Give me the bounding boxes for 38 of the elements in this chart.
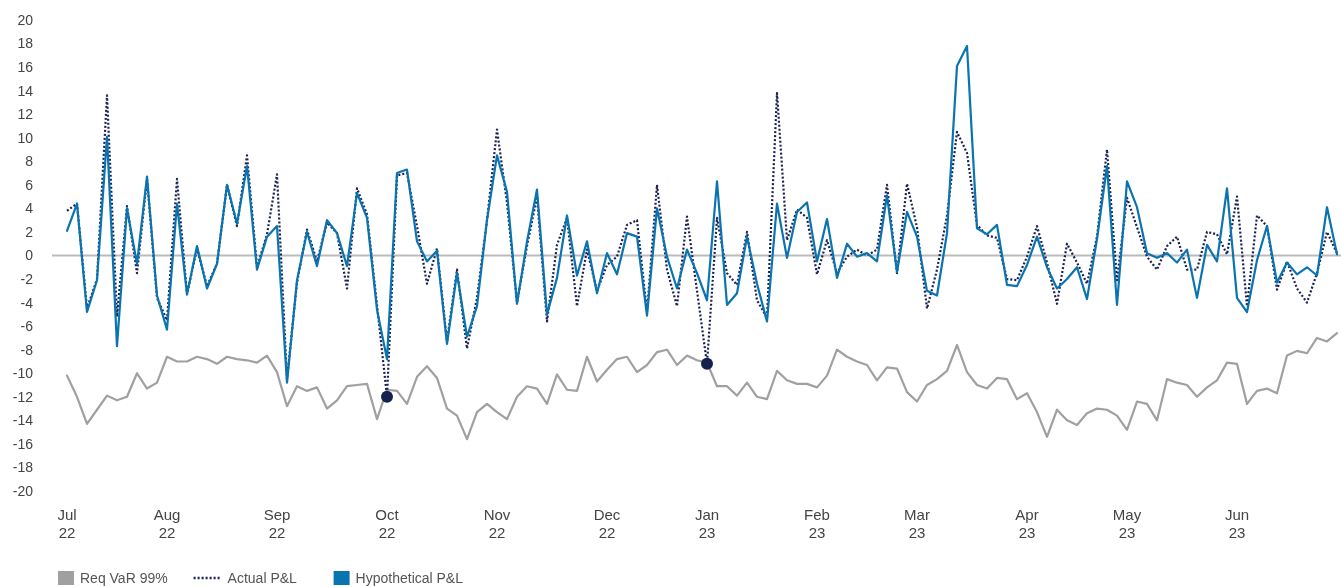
x-tick-label: Jun 23 [1224,506,1250,541]
y-tick-label: 10 [17,129,34,146]
y-tick-label: 8 [25,153,34,170]
y-tick-label: 14 [17,82,34,99]
legend-label: Req VaR 99% [80,570,168,586]
y-tick-label: 2 [25,223,34,240]
y-tick-label: -10 [12,365,34,382]
y-tick-label: 16 [17,59,34,75]
legend-label: Hypothetical P&L [355,570,464,586]
y-tick-label: -14 [12,412,34,429]
x-tick-label: May 23 [1112,506,1142,541]
x-tick-label: Jul 22 [57,506,77,541]
y-tick-label: -20 [12,482,34,499]
y-tick-label: 18 [17,35,34,52]
y-tick-label: -18 [12,459,34,476]
y-tick-label: 4 [25,200,34,217]
x-tick-label: Sep 22 [263,506,291,541]
x-tick-label: Jan 23 [694,506,720,541]
y-tick-label: -4 [20,294,34,311]
y-tick-label: -16 [12,435,34,452]
x-tick-label: Aug 22 [153,506,181,541]
x-tick-label: Nov 22 [483,506,511,541]
y-tick-label: 20 [17,11,34,28]
legend-label: Actual P&L [227,570,298,586]
y-tick-label: 6 [25,176,34,193]
y-tick-label: -12 [12,388,34,405]
line-series [65,332,1339,441]
line-series [65,44,1339,384]
y-tick-label: -6 [20,318,34,335]
x-tick-label: Oct 22 [375,506,400,541]
y-tick-label: -2 [20,270,34,287]
y-tick-label: -8 [20,341,34,358]
x-tick-label: Feb 23 [804,506,830,541]
y-tick-label: 12 [17,106,34,123]
x-tick-label: Mar 23 [904,506,930,541]
x-tick-label: Apr 23 [1015,506,1039,541]
x-tick-label: Dec 22 [593,506,621,541]
y-tick-label: 0 [25,247,34,264]
